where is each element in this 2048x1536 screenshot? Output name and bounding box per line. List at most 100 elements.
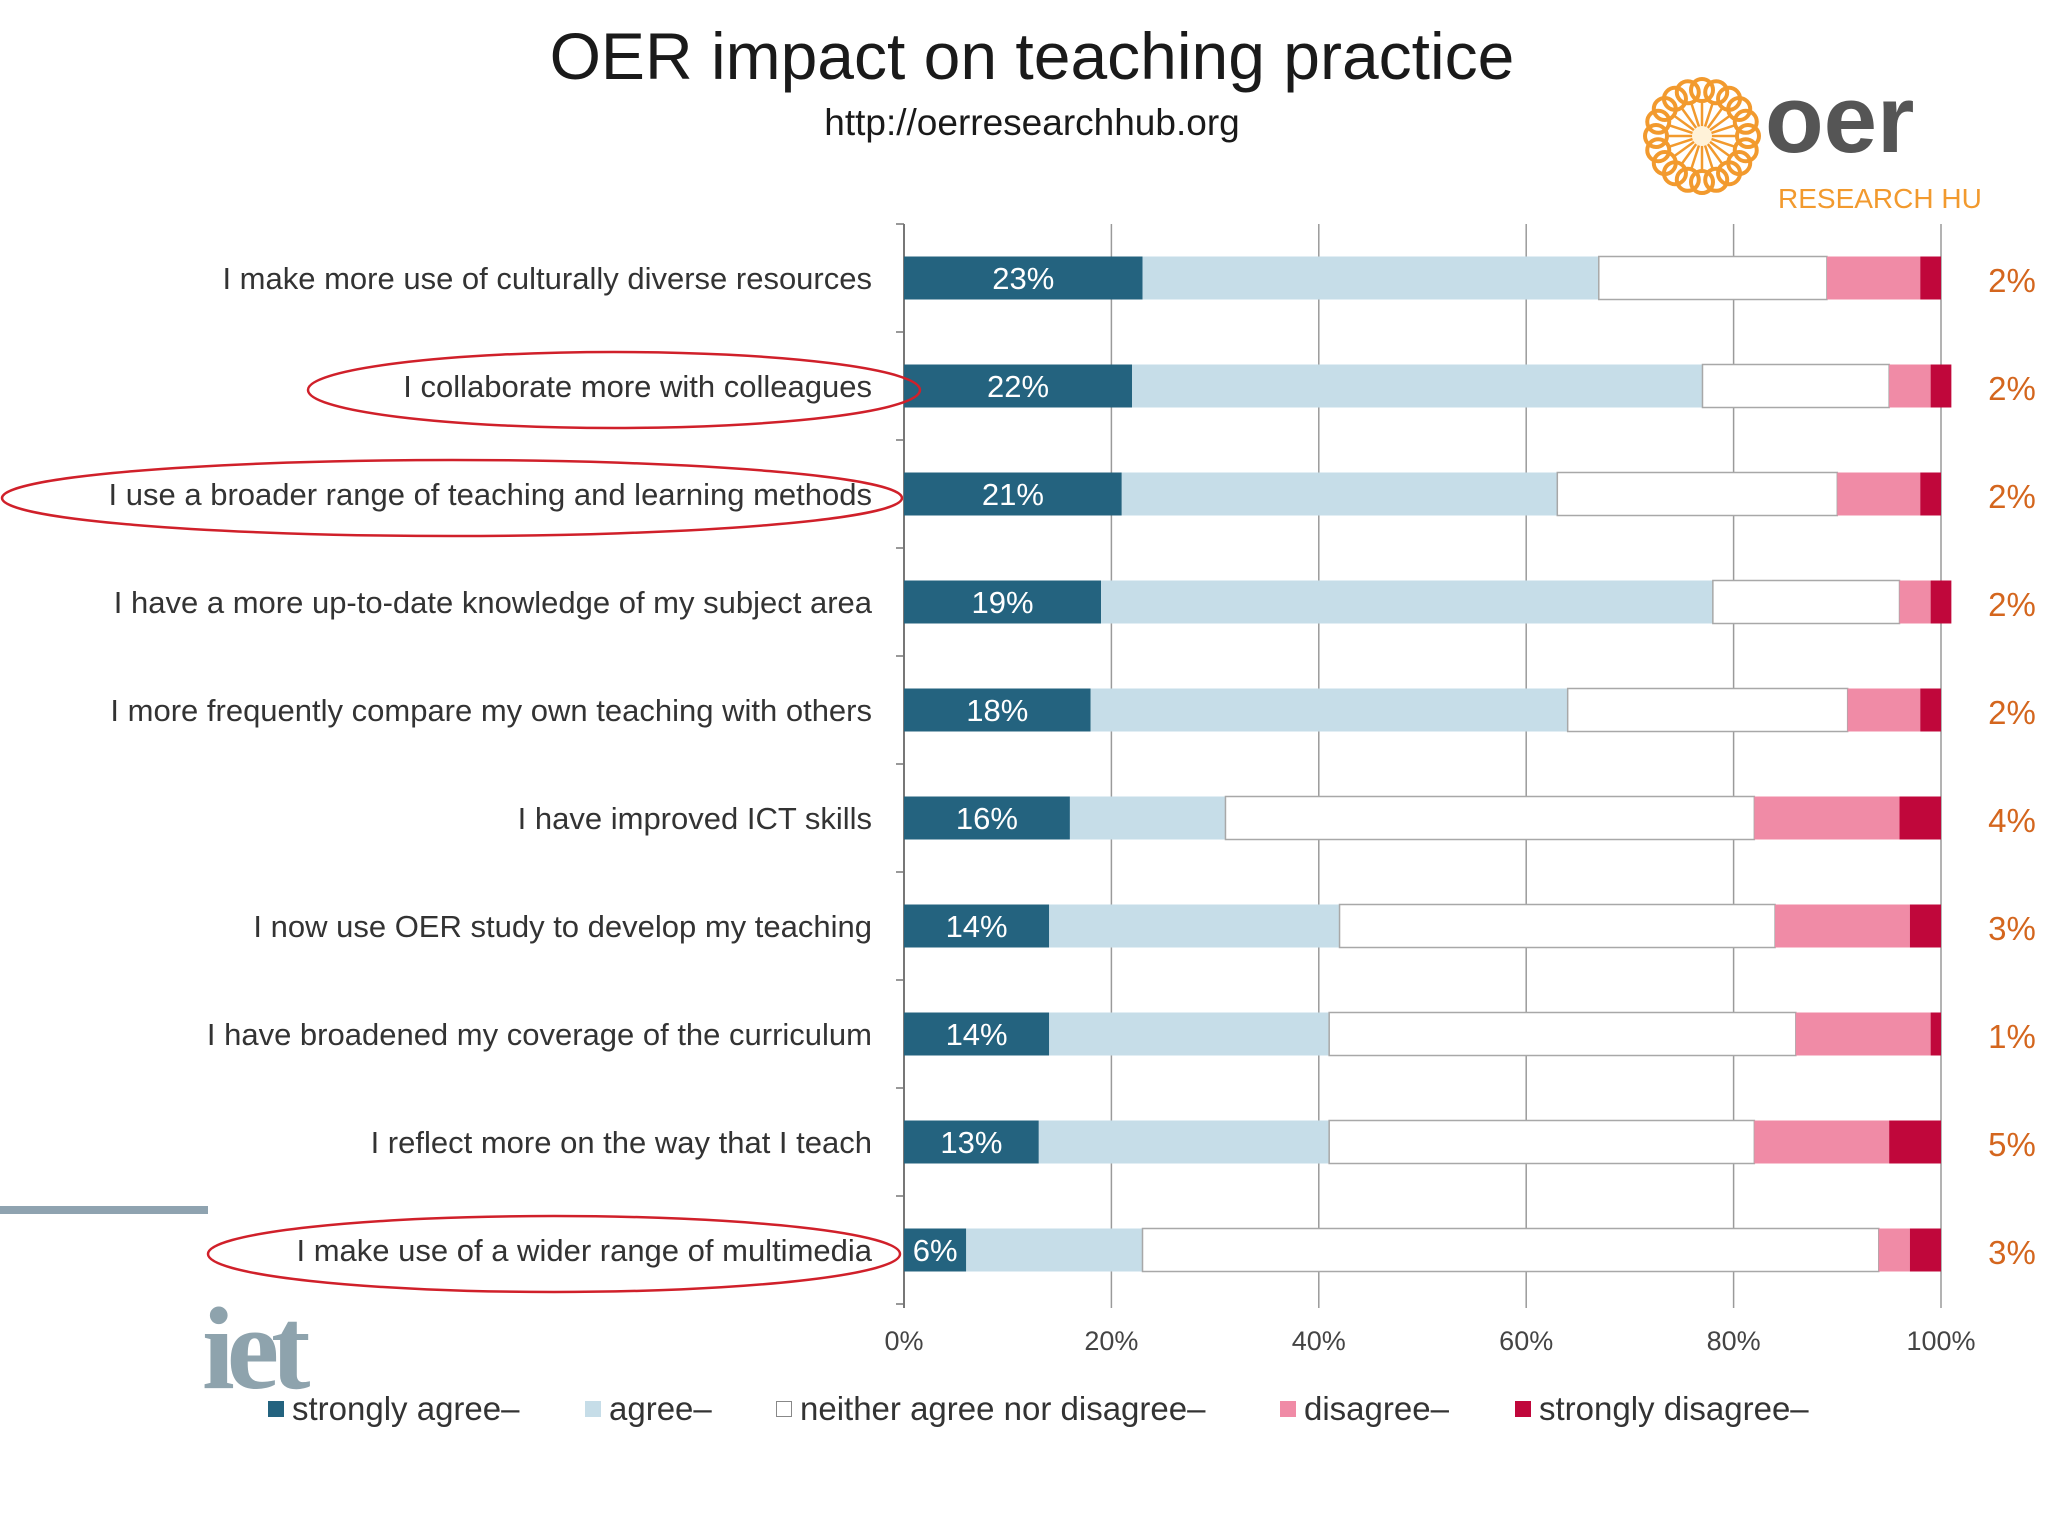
sunburst-petal	[1703, 166, 1730, 193]
bar-data-label: 16%	[956, 801, 1018, 836]
sunburst-petal	[1674, 166, 1701, 193]
sunburst-petal	[1732, 108, 1759, 135]
sunburst-ray	[1705, 141, 1723, 165]
legend-swatch	[1280, 1401, 1296, 1417]
legend-swatch	[776, 1401, 792, 1417]
sunburst-ray	[1703, 103, 1714, 129]
bar-segment	[1826, 256, 1921, 300]
bar-segment	[1775, 904, 1910, 948]
strongly-disagree-label: 1%	[1988, 1018, 2036, 1055]
legend-label: strongly agree–	[292, 1390, 520, 1427]
bar-segment	[1598, 255, 1828, 301]
bar-data-label: 21%	[982, 477, 1044, 512]
strongly-disagree-label: 2%	[1988, 262, 2036, 299]
decorative-divider	[0, 1206, 208, 1214]
sunburst-ray	[1690, 103, 1701, 129]
sunburst-ray	[1669, 137, 1695, 148]
bar-data-label: 6%	[913, 1233, 958, 1268]
bar-segment	[904, 580, 1102, 624]
bar-segment	[1101, 580, 1713, 624]
bar-segment	[1132, 364, 1703, 408]
sunburst-petal	[1643, 123, 1669, 149]
bar-segment	[1038, 1120, 1330, 1164]
sunburst-ray	[1669, 124, 1695, 135]
bar-segment	[904, 1120, 1039, 1164]
sunburst-ray	[1703, 143, 1714, 169]
sunburst-ray	[1709, 137, 1735, 148]
sunburst-ray	[1681, 141, 1699, 165]
bar-segment	[1920, 472, 1941, 516]
bar-segment	[1701, 363, 1890, 409]
oer-research-hub-logo: oer RESEARCH HUB	[1643, 66, 1980, 214]
bar-segment	[1837, 472, 1921, 516]
oer-logo-tagline: RESEARCH HUB	[1778, 183, 1980, 214]
bar-segment	[1328, 1011, 1797, 1057]
bar-segment	[1889, 1120, 1941, 1164]
sunburst-petal	[1651, 150, 1678, 177]
category-label: I now use OER study to develop my teachi…	[253, 909, 872, 944]
sunburst-petal	[1703, 79, 1730, 106]
legend-swatch	[1515, 1401, 1531, 1417]
bar-segment	[1930, 364, 1952, 408]
chart-labels: 0% 20% 40% 60% 80% 100% 23% I make more use of …	[109, 261, 2036, 1356]
sunburst-petal	[1661, 85, 1688, 112]
legend-item: agree–	[585, 1390, 712, 1428]
strongly-disagree-label: 4%	[1988, 802, 2036, 839]
category-label: I reflect more on the way that I teach	[371, 1125, 872, 1160]
category-label: I have broadened my coverage of the curr…	[207, 1017, 872, 1052]
bar-segment	[904, 1012, 1050, 1056]
strongly-disagree-label: 5%	[1988, 1126, 2036, 1163]
bar-segment	[1909, 1228, 1941, 1272]
bar-segment	[904, 904, 1050, 948]
sunburst-petal	[1716, 160, 1743, 187]
bar-segment	[1920, 688, 1941, 732]
bar-segment	[1920, 256, 1941, 300]
sunburst-petal	[1689, 169, 1715, 195]
x-tick-label: 0%	[884, 1326, 923, 1356]
sunburst-center	[1692, 126, 1712, 146]
bar-segment	[904, 796, 1070, 840]
strongly-disagree-label: 2%	[1988, 478, 2036, 515]
x-tick-label: 60%	[1499, 1326, 1553, 1356]
bar-segment	[1889, 364, 1931, 408]
category-label: I use a broader range of teaching and le…	[109, 477, 872, 512]
bar-segment	[1224, 795, 1756, 841]
legend-item: strongly disagree–	[1515, 1390, 1809, 1428]
bar-segment	[1899, 796, 1941, 840]
bar-segment	[1090, 688, 1568, 732]
bar-segment	[1121, 472, 1558, 516]
sunburst-ray	[1673, 139, 1697, 157]
bar-segment	[1795, 1012, 1931, 1056]
sunburst-ray	[1673, 115, 1697, 133]
sunburst-petal	[1645, 137, 1672, 164]
stacked-bar-chart: 0% 20% 40% 60% 80% 100% 23% I make more use of …	[0, 223, 2036, 1356]
legend-label: strongly disagree–	[1539, 1390, 1809, 1427]
sunburst-ray	[1709, 124, 1735, 135]
category-label: I have improved ICT skills	[518, 801, 872, 836]
bar-segment	[1142, 256, 1599, 300]
sunburst-ray	[1705, 107, 1723, 131]
bar-data-label: 22%	[987, 369, 1049, 404]
bar-data-label: 18%	[966, 693, 1028, 728]
category-label: I make more use of culturally diverse re…	[222, 261, 872, 296]
bar-segment	[1566, 687, 1849, 733]
legend-label: agree–	[609, 1390, 712, 1427]
bar-segment	[1141, 1227, 1880, 1273]
iet-logo-word: iet	[202, 1288, 310, 1398]
x-tick-label: 80%	[1707, 1326, 1761, 1356]
x-tick-label: 40%	[1292, 1326, 1346, 1356]
bar-data-label: 14%	[946, 909, 1008, 944]
legend-item: strongly agree–	[268, 1390, 519, 1428]
bar-data-label: 23%	[992, 261, 1054, 296]
bar-segment	[1069, 796, 1226, 840]
bar-series	[904, 255, 1952, 1273]
sunburst-petal	[1735, 123, 1761, 149]
category-label: I more frequently compare my own teachin…	[110, 693, 872, 728]
legend-label: neither agree nor disagree–	[800, 1390, 1206, 1427]
category-label: I make use of a wider range of multimedi…	[297, 1233, 873, 1268]
annotation-ellipse	[206, 1214, 902, 1294]
legend-swatch	[268, 1401, 284, 1417]
bar-segment	[904, 1228, 967, 1272]
sunburst-icon	[1643, 77, 1761, 195]
bar-segment	[1930, 580, 1952, 624]
